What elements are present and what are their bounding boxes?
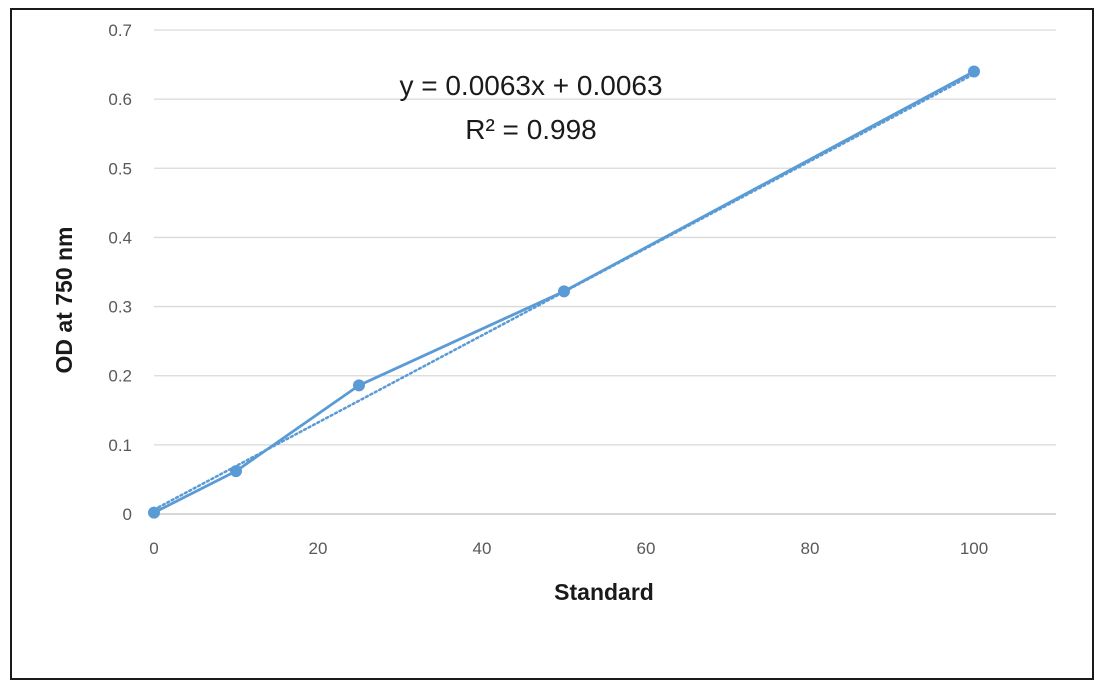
data-point (558, 285, 570, 298)
x-tick-label: 20 (309, 539, 328, 558)
data-point (353, 379, 365, 392)
data-point (968, 65, 980, 78)
y-tick-label: 0 (123, 505, 132, 524)
x-tick-label: 60 (637, 539, 656, 558)
series-layer (148, 65, 980, 519)
data-point (230, 465, 242, 478)
y-tick-label: 0.4 (108, 228, 132, 247)
y-tick-label: 0.2 (108, 367, 132, 386)
trendline-equation: y = 0.0063x + 0.0063 (399, 70, 662, 101)
x-tick-label: 40 (473, 539, 492, 558)
x-tick-labels: 0 20 40 60 80 100 (149, 539, 988, 558)
y-tick-label: 0.6 (108, 90, 132, 109)
y-tick-label: 0.7 (108, 21, 132, 40)
y-tick-label: 0.3 (108, 298, 132, 317)
y-axis-title: OD at 750 nm (51, 227, 77, 374)
x-tick-label: 80 (801, 539, 820, 558)
x-tick-label: 100 (960, 539, 988, 558)
y-tick-label: 0.5 (108, 159, 132, 178)
y-tick-label: 0.1 (108, 436, 132, 455)
y-tick-labels: 0 0.1 0.2 0.3 0.4 0.5 0.6 0.7 (108, 21, 132, 524)
x-axis-title: Standard (554, 579, 654, 605)
gridlines (154, 29, 1056, 515)
x-tick-label: 0 (149, 539, 158, 558)
data-point (148, 506, 160, 519)
chart-frame (10, 8, 1094, 680)
r-squared-label: R² = 0.998 (465, 114, 597, 145)
